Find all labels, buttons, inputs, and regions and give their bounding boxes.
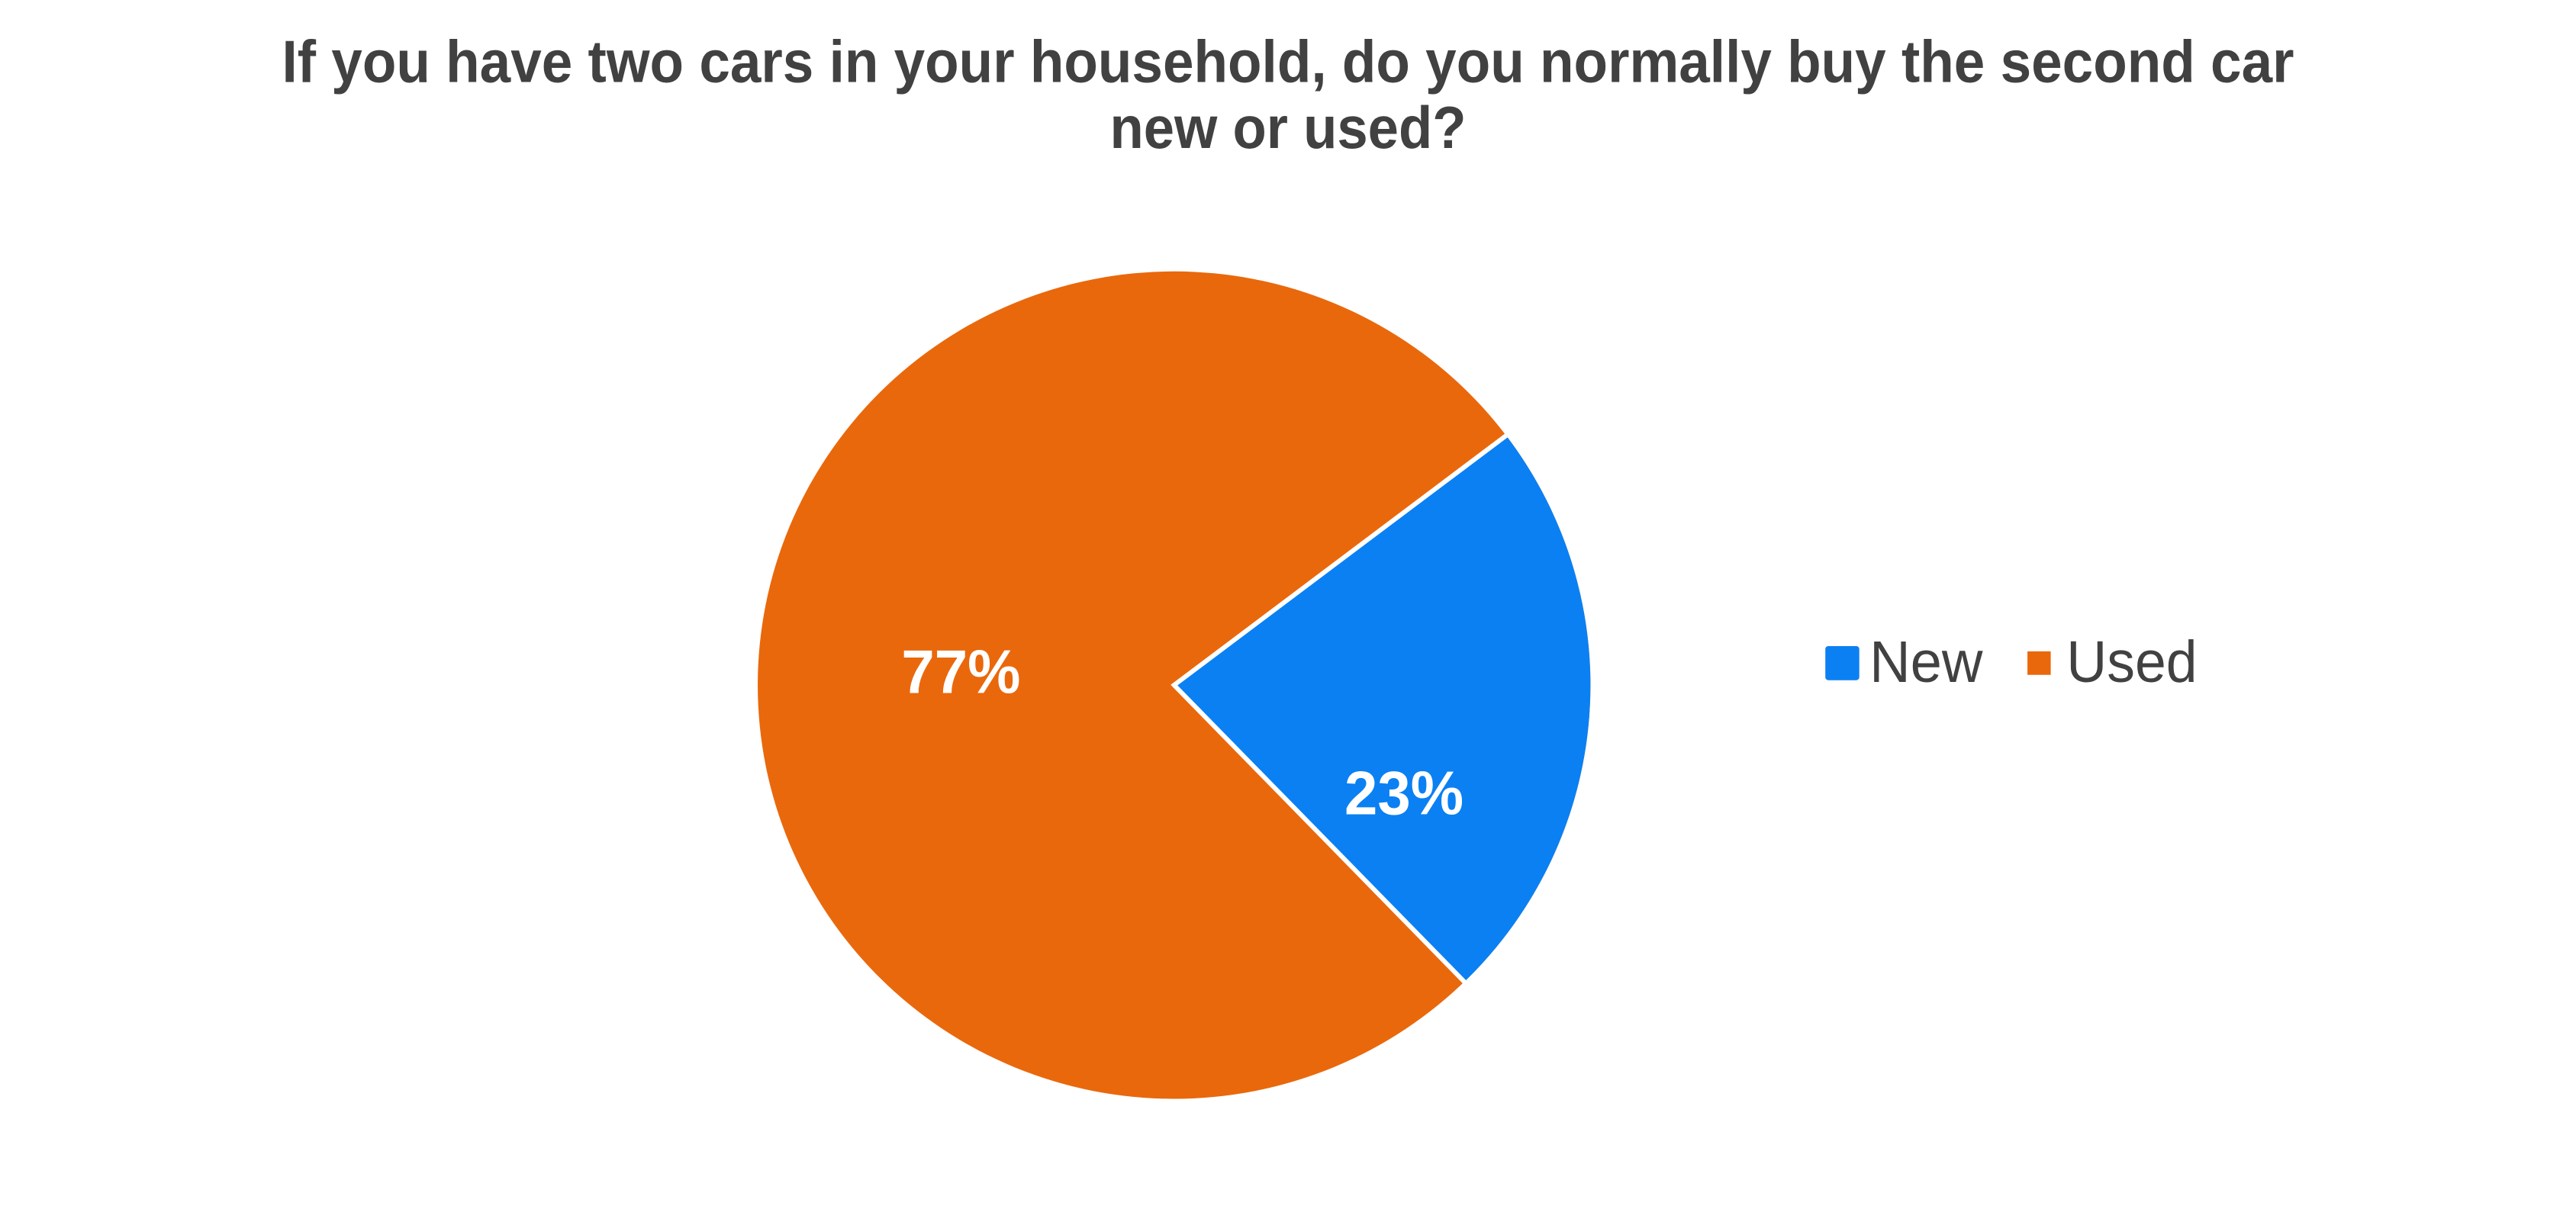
svg-text:23%: 23%	[1344, 760, 1463, 828]
svg-text:77%: 77%	[901, 638, 1020, 707]
svg-text:If you have two cars in your h: If you have two cars in your household, …	[282, 30, 2294, 95]
svg-text:new or used?: new or used?	[1110, 95, 1467, 161]
svg-text:Used: Used	[2066, 629, 2197, 695]
svg-text:New: New	[1869, 629, 1983, 695]
